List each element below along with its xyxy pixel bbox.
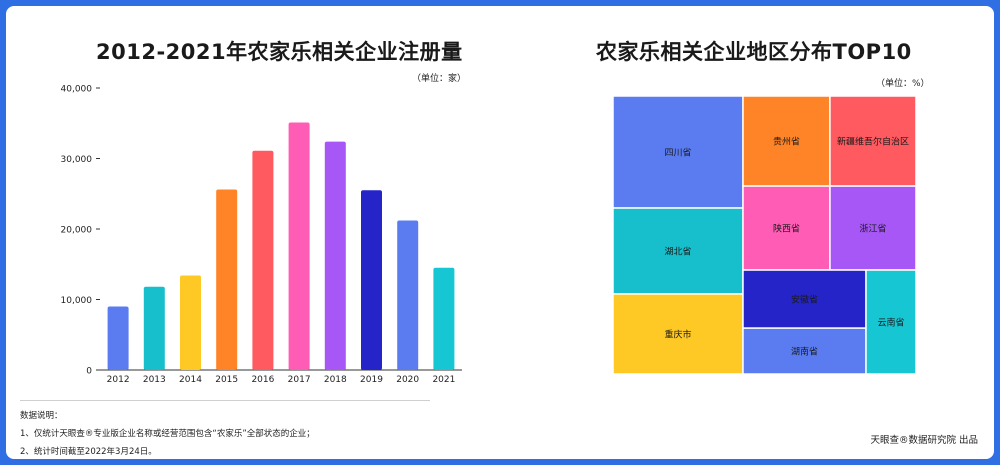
bar-chart-unit: （单位：家）	[412, 74, 467, 84]
treemap-label: 安徽省	[791, 294, 818, 306]
treemap-label: 贵州省	[773, 136, 800, 148]
bar-2015	[216, 189, 238, 370]
x-tick-label: 2013	[143, 375, 166, 385]
bar-2019	[361, 190, 382, 370]
treemap-cell	[742, 185, 831, 271]
treemap-label: 重庆市	[664, 328, 691, 340]
bar-chart-title: 2012-2021年农家乐相关企业注册量	[96, 40, 463, 64]
x-tick-label: 2016	[251, 375, 274, 385]
data-notes: 数据说明： 1、仅统计天眼查®专业版企业名称或经营范围包含“农家乐”全部状态的企…	[20, 400, 430, 461]
y-tick-label: 40,000	[61, 85, 93, 95]
treemap-label: 湖北省	[664, 245, 691, 257]
notes-line-1: 1、仅统计天眼查®专业版企业名称或经营范围包含“农家乐”全部状态的企业；	[20, 429, 315, 439]
y-tick-label: 10,000	[61, 296, 93, 306]
treemap-label: 湖南省	[791, 346, 818, 358]
treemap-cell	[742, 95, 831, 187]
treemap-cell	[865, 269, 917, 375]
y-tick-label: 0	[86, 367, 92, 377]
treemap-cell	[742, 269, 867, 329]
treemap-cell	[742, 327, 867, 375]
treemap-cell	[829, 95, 917, 187]
treemap-cell	[829, 185, 917, 271]
treemap-unit: （单位：%）	[876, 79, 930, 89]
y-tick-label: 30,000	[61, 155, 93, 165]
bar-2020	[397, 220, 419, 370]
x-tick-label: 2020	[396, 375, 419, 385]
treemap-label: 四川省	[664, 147, 691, 159]
treemap-label: 云南省	[877, 317, 904, 329]
x-tick-label: 2015	[215, 375, 238, 385]
bar-2018	[324, 141, 346, 370]
notes-heading: 数据说明：	[20, 411, 63, 421]
treemap-title: 农家乐相关企业地区分布TOP10	[596, 40, 912, 64]
x-tick-label: 2014	[179, 375, 202, 385]
bar-2016	[252, 150, 274, 370]
bar-2013	[143, 286, 165, 370]
bar-chart: 0 10,000 20,000 30,000 40,000 2012 2013 2014 201…	[61, 85, 462, 385]
bar-2021	[433, 267, 455, 370]
bar-2012	[107, 306, 129, 370]
x-tick-label: 2017	[288, 375, 311, 385]
treemap-label: 新疆维吾尔自治区	[837, 136, 909, 148]
x-tick-label: 2018	[324, 375, 347, 385]
treemap-label: 陕西省	[773, 223, 800, 235]
x-tick-label: 2019	[360, 375, 383, 385]
bar-2014	[180, 275, 201, 370]
y-tick-label: 20,000	[61, 226, 93, 236]
bar-2017	[288, 122, 310, 370]
notes-line-2: 2、统计时间截至2022年3月24日。	[20, 447, 157, 457]
credit-text: 天眼查®数据研究院 出品	[870, 435, 978, 446]
treemap-label: 浙江省	[859, 223, 886, 235]
x-tick-label: 2012	[107, 375, 130, 385]
x-tick-label: 2021	[432, 375, 455, 385]
